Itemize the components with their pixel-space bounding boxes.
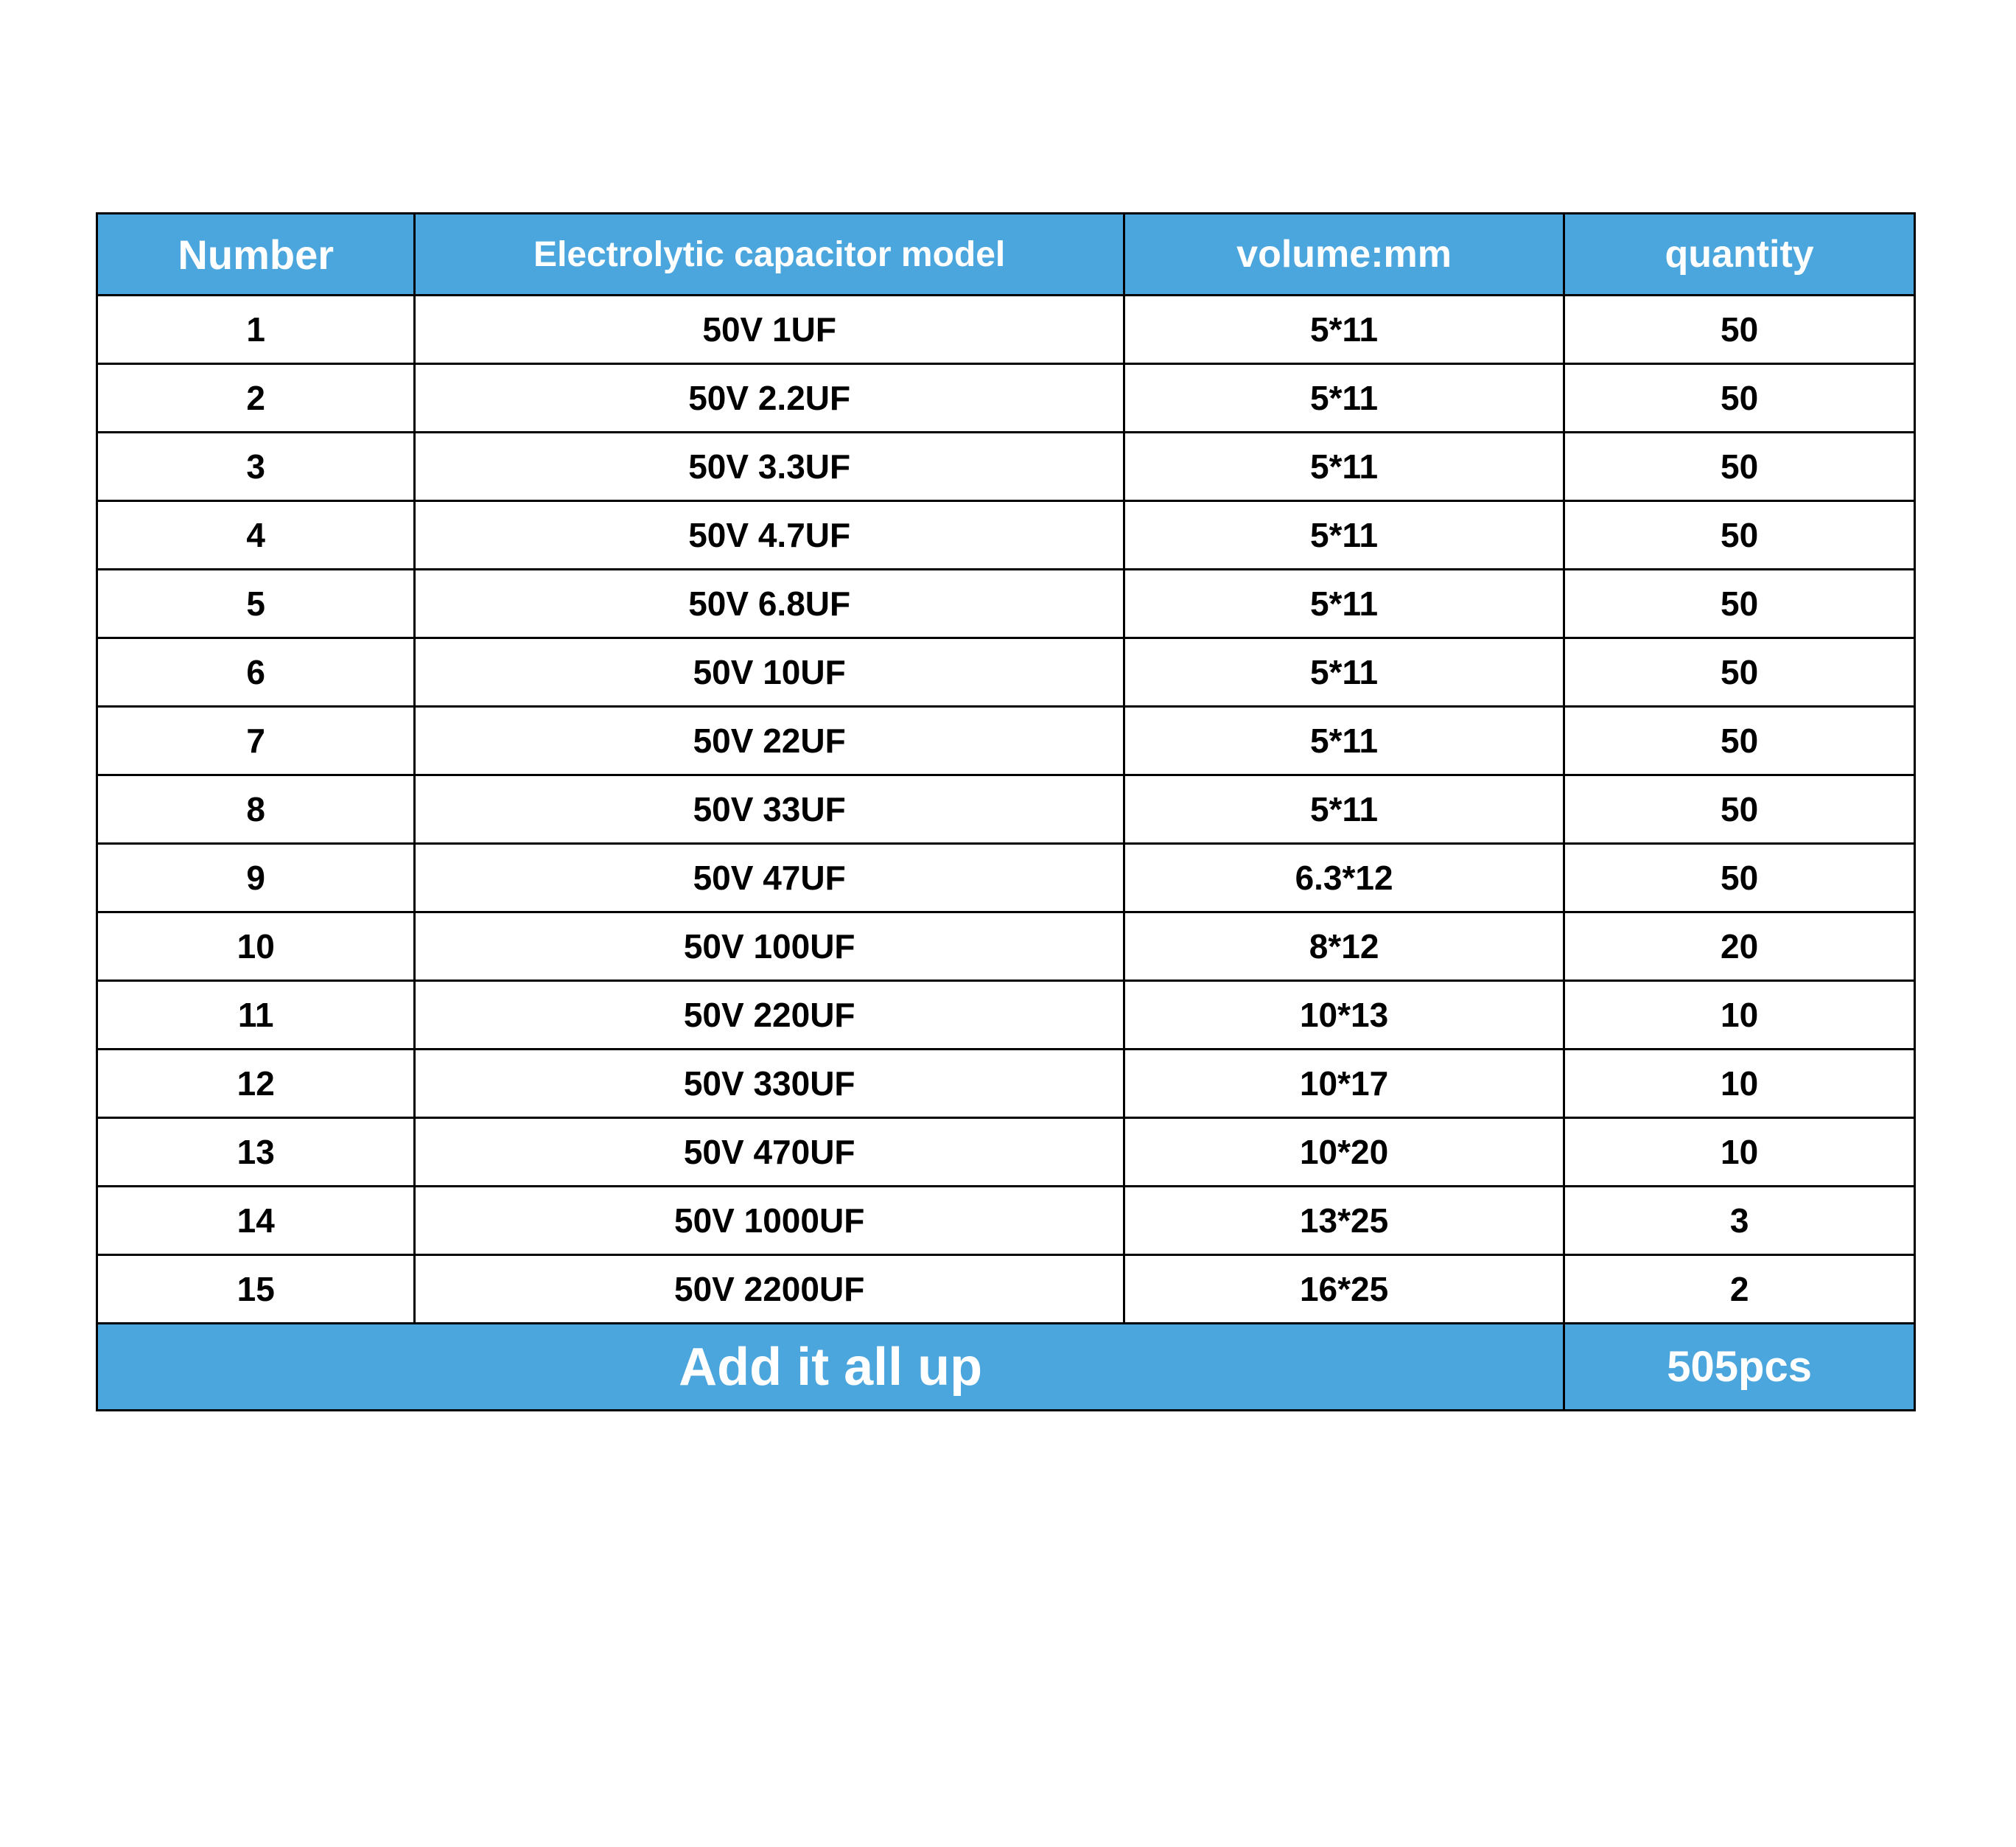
cell-qty: 50 xyxy=(1564,433,1915,501)
cell-volume: 6.3*12 xyxy=(1124,844,1564,912)
capacitor-table: Number Electrolytic capacitor model volu… xyxy=(96,212,1916,1411)
cell-number: 8 xyxy=(97,775,415,844)
col-header-model: Electrolytic capacitor model xyxy=(415,214,1124,296)
table-row: 1 50V 1UF 5*11 50 xyxy=(97,296,1915,364)
cell-number: 4 xyxy=(97,501,415,570)
cell-model: 50V 2.2UF xyxy=(415,364,1124,433)
cell-qty: 50 xyxy=(1564,501,1915,570)
cell-volume: 5*11 xyxy=(1124,638,1564,707)
cell-number: 3 xyxy=(97,433,415,501)
cell-volume: 16*25 xyxy=(1124,1255,1564,1324)
cell-volume: 5*11 xyxy=(1124,775,1564,844)
cell-volume: 5*11 xyxy=(1124,707,1564,775)
table-footer-row: Add it all up 505pcs xyxy=(97,1324,1915,1411)
footer-label: Add it all up xyxy=(97,1324,1564,1411)
capacitor-table-wrapper: Number Electrolytic capacitor model volu… xyxy=(96,212,1916,1411)
table-row: 14 50V 1000UF 13*25 3 xyxy=(97,1187,1915,1255)
table-row: 10 50V 100UF 8*12 20 xyxy=(97,912,1915,981)
table-row: 15 50V 2200UF 16*25 2 xyxy=(97,1255,1915,1324)
cell-qty: 10 xyxy=(1564,1118,1915,1187)
table-row: 9 50V 47UF 6.3*12 50 xyxy=(97,844,1915,912)
cell-model: 50V 10UF xyxy=(415,638,1124,707)
cell-model: 50V 22UF xyxy=(415,707,1124,775)
footer-total: 505pcs xyxy=(1564,1324,1915,1411)
table-row: 5 50V 6.8UF 5*11 50 xyxy=(97,570,1915,638)
cell-volume: 5*11 xyxy=(1124,433,1564,501)
cell-qty: 50 xyxy=(1564,296,1915,364)
cell-model: 50V 1UF xyxy=(415,296,1124,364)
cell-number: 10 xyxy=(97,912,415,981)
cell-qty: 20 xyxy=(1564,912,1915,981)
cell-volume: 5*11 xyxy=(1124,296,1564,364)
cell-volume: 10*20 xyxy=(1124,1118,1564,1187)
cell-qty: 50 xyxy=(1564,775,1915,844)
cell-volume: 10*13 xyxy=(1124,981,1564,1050)
cell-number: 9 xyxy=(97,844,415,912)
table-header-row: Number Electrolytic capacitor model volu… xyxy=(97,214,1915,296)
cell-model: 50V 47UF xyxy=(415,844,1124,912)
cell-number: 14 xyxy=(97,1187,415,1255)
table-row: 6 50V 10UF 5*11 50 xyxy=(97,638,1915,707)
table-row: 2 50V 2.2UF 5*11 50 xyxy=(97,364,1915,433)
cell-number: 7 xyxy=(97,707,415,775)
cell-model: 50V 4.7UF xyxy=(415,501,1124,570)
cell-model: 50V 100UF xyxy=(415,912,1124,981)
cell-qty: 3 xyxy=(1564,1187,1915,1255)
cell-model: 50V 33UF xyxy=(415,775,1124,844)
cell-qty: 2 xyxy=(1564,1255,1915,1324)
cell-number: 15 xyxy=(97,1255,415,1324)
cell-volume: 8*12 xyxy=(1124,912,1564,981)
table-row: 11 50V 220UF 10*13 10 xyxy=(97,981,1915,1050)
cell-model: 50V 1000UF xyxy=(415,1187,1124,1255)
table-row: 8 50V 33UF 5*11 50 xyxy=(97,775,1915,844)
cell-qty: 50 xyxy=(1564,570,1915,638)
table-row: 4 50V 4.7UF 5*11 50 xyxy=(97,501,1915,570)
cell-volume: 10*17 xyxy=(1124,1050,1564,1118)
cell-number: 11 xyxy=(97,981,415,1050)
cell-model: 50V 3.3UF xyxy=(415,433,1124,501)
table-row: 12 50V 330UF 10*17 10 xyxy=(97,1050,1915,1118)
cell-volume: 5*11 xyxy=(1124,364,1564,433)
cell-qty: 50 xyxy=(1564,638,1915,707)
cell-number: 5 xyxy=(97,570,415,638)
col-header-qty: quantity xyxy=(1564,214,1915,296)
cell-number: 12 xyxy=(97,1050,415,1118)
cell-volume: 13*25 xyxy=(1124,1187,1564,1255)
cell-model: 50V 6.8UF xyxy=(415,570,1124,638)
cell-volume: 5*11 xyxy=(1124,501,1564,570)
cell-number: 6 xyxy=(97,638,415,707)
cell-number: 1 xyxy=(97,296,415,364)
cell-qty: 10 xyxy=(1564,1050,1915,1118)
table-row: 13 50V 470UF 10*20 10 xyxy=(97,1118,1915,1187)
cell-qty: 10 xyxy=(1564,981,1915,1050)
cell-model: 50V 330UF xyxy=(415,1050,1124,1118)
col-header-number: Number xyxy=(97,214,415,296)
cell-number: 2 xyxy=(97,364,415,433)
cell-qty: 50 xyxy=(1564,707,1915,775)
cell-number: 13 xyxy=(97,1118,415,1187)
table-row: 7 50V 22UF 5*11 50 xyxy=(97,707,1915,775)
col-header-volume: volume:mm xyxy=(1124,214,1564,296)
table-row: 3 50V 3.3UF 5*11 50 xyxy=(97,433,1915,501)
cell-model: 50V 470UF xyxy=(415,1118,1124,1187)
cell-volume: 5*11 xyxy=(1124,570,1564,638)
cell-model: 50V 220UF xyxy=(415,981,1124,1050)
cell-qty: 50 xyxy=(1564,364,1915,433)
cell-model: 50V 2200UF xyxy=(415,1255,1124,1324)
cell-qty: 50 xyxy=(1564,844,1915,912)
